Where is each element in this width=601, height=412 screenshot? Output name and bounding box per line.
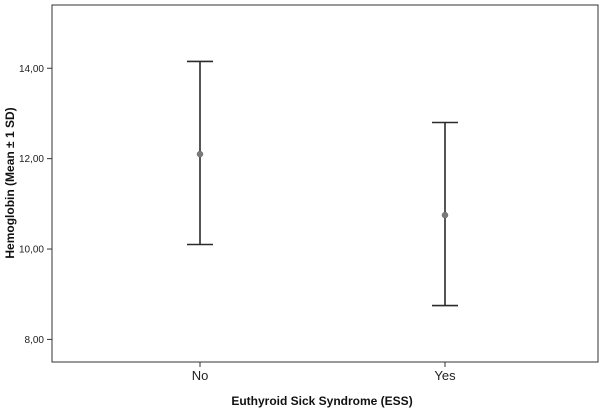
y-tick-label: 14,00: [19, 64, 44, 75]
x-axis-title: Euthyroid Sick Syndrome (ESS): [231, 394, 412, 408]
y-tick-label: 10,00: [19, 245, 44, 256]
x-tick-label: Yes: [434, 368, 456, 383]
x-axis: No Yes: [192, 362, 456, 383]
y-axis-title: Hemoglobin (Mean ± 1 SD): [3, 107, 17, 258]
y-tick-label: 12,00: [19, 154, 44, 165]
mean-point: [441, 211, 449, 219]
y-axis: 8,00 10,00 12,00 14,00: [19, 64, 52, 346]
x-tick-label: No: [192, 368, 209, 383]
error-bars: [187, 60, 458, 307]
y-tick-label: 8,00: [25, 335, 45, 346]
plot-area-frame: [51, 4, 599, 363]
mean-point: [196, 150, 204, 158]
